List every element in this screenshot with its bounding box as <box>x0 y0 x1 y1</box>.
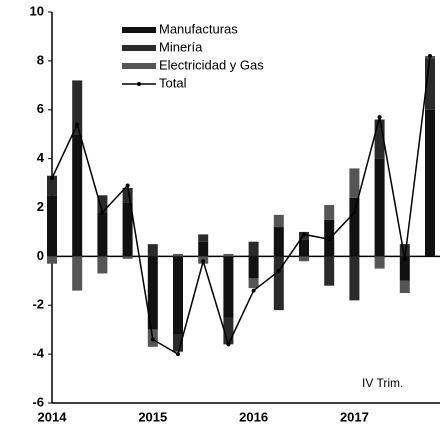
legend-label: Electricidad y Gas <box>159 57 264 72</box>
y-tick-label: -6 <box>32 394 44 409</box>
bar <box>324 256 335 286</box>
annotation: IV Trim. <box>362 376 403 390</box>
total-marker <box>251 288 256 293</box>
x-tick-label: 2014 <box>38 409 68 424</box>
bar <box>198 234 209 242</box>
y-tick-label: 6 <box>37 101 44 116</box>
legend-marker <box>137 82 141 86</box>
total-marker <box>201 259 206 264</box>
y-tick-label: 0 <box>37 248 44 263</box>
y-tick-label: 2 <box>37 199 44 214</box>
bar <box>147 256 158 330</box>
bar <box>173 253 183 257</box>
total-marker <box>50 176 54 181</box>
bar <box>349 256 360 301</box>
bar <box>399 256 410 281</box>
bar <box>173 334 183 352</box>
y-tick-label: -4 <box>32 346 44 361</box>
total-marker <box>327 237 332 242</box>
bar <box>72 256 83 291</box>
bar <box>399 244 410 257</box>
bar <box>299 256 309 262</box>
legend-label: Manufacturas <box>159 21 238 36</box>
legend-label: Total <box>159 75 187 90</box>
bar <box>349 168 360 198</box>
x-tick-label: 2016 <box>239 409 268 424</box>
bar <box>47 175 57 196</box>
legend-label: Minería <box>159 39 203 54</box>
total-marker <box>377 115 382 120</box>
bar <box>122 256 133 259</box>
y-tick-label: 10 <box>30 3 44 18</box>
bar <box>72 134 83 257</box>
bar <box>122 187 133 203</box>
bar <box>374 256 385 269</box>
bar <box>147 244 158 257</box>
bar <box>173 256 183 335</box>
total-marker <box>100 210 105 215</box>
bar <box>122 202 133 257</box>
bar <box>72 80 83 135</box>
y-tick-label: -2 <box>32 297 44 312</box>
bar <box>399 280 410 294</box>
total-marker <box>226 342 231 347</box>
bar <box>223 253 234 257</box>
legend-swatch <box>122 27 156 33</box>
legend-swatch <box>122 63 156 69</box>
total-marker <box>402 256 407 261</box>
bar <box>273 214 284 228</box>
bar <box>97 256 108 274</box>
bar <box>374 158 385 257</box>
bar <box>374 119 385 159</box>
y-tick-label: 8 <box>37 52 44 67</box>
y-tick-label: 4 <box>37 150 45 165</box>
bar <box>47 195 57 257</box>
total-line <box>51 55 431 356</box>
bar <box>97 212 108 257</box>
bar <box>248 278 259 289</box>
bar <box>425 109 435 257</box>
bar <box>273 227 284 257</box>
total-marker <box>75 122 80 127</box>
bar <box>223 256 234 318</box>
total-marker <box>428 53 432 58</box>
bar <box>299 239 309 257</box>
bar <box>47 256 57 264</box>
total-marker <box>352 210 357 215</box>
bar <box>198 241 209 257</box>
bar <box>349 197 360 257</box>
x-tick-label: 2017 <box>340 409 369 424</box>
total-marker <box>150 337 155 342</box>
total-marker <box>176 352 180 357</box>
bar <box>97 195 108 213</box>
bar <box>248 256 259 279</box>
bar <box>248 241 259 257</box>
total-marker <box>125 183 130 188</box>
total-marker <box>302 232 306 237</box>
bar <box>223 317 234 345</box>
legend-swatch <box>122 45 156 51</box>
bar <box>273 256 284 311</box>
x-tick-label: 2015 <box>138 409 167 424</box>
bar <box>324 205 335 220</box>
total-marker <box>276 269 281 274</box>
bar <box>425 58 435 110</box>
